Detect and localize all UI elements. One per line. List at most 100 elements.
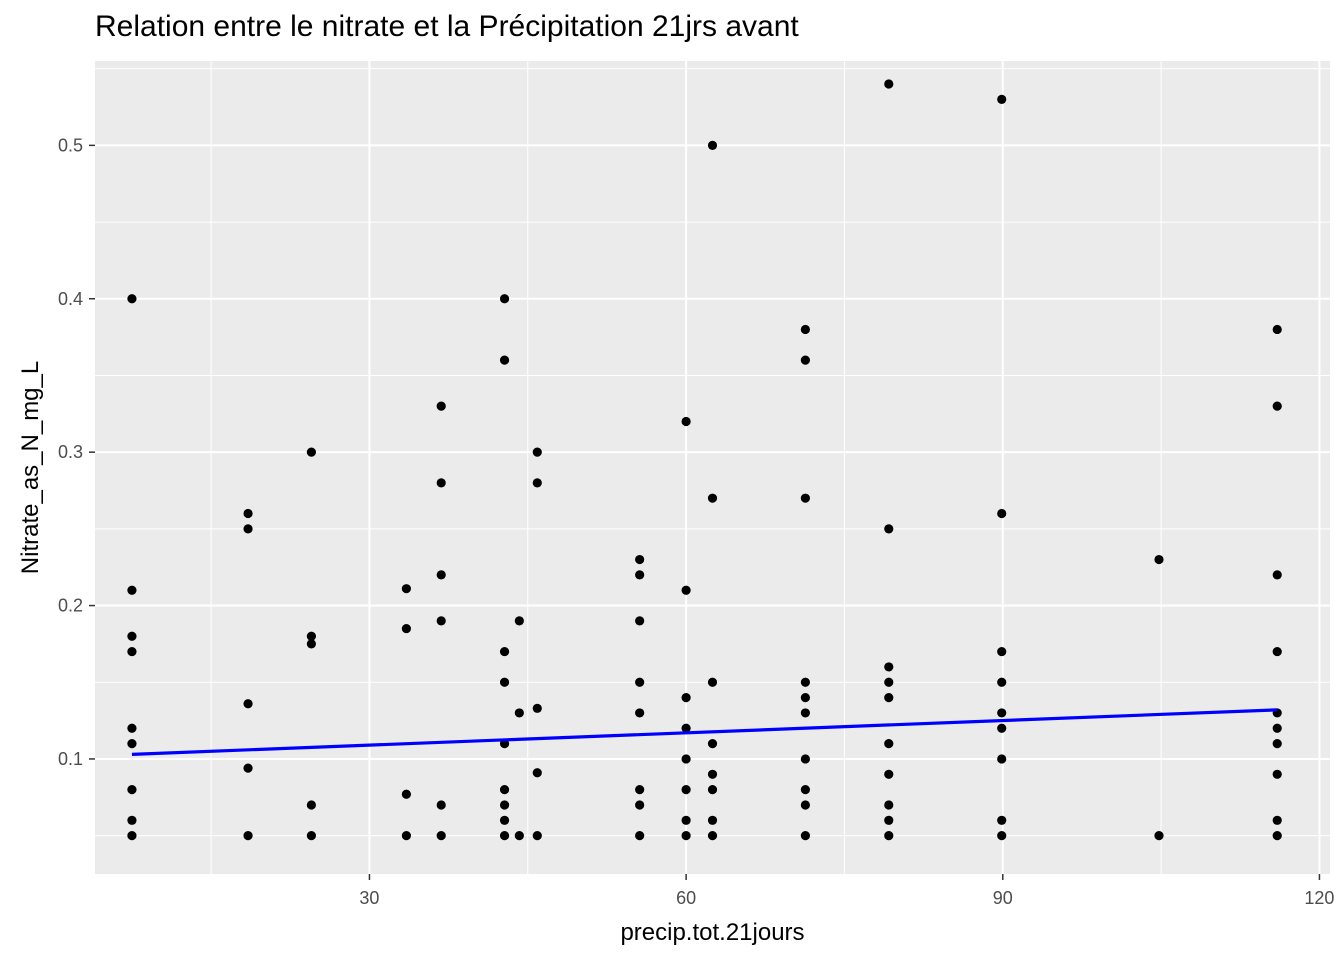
- data-point: [884, 815, 894, 825]
- data-point: [514, 831, 524, 841]
- data-point: [127, 831, 137, 841]
- data-point: [1272, 769, 1282, 779]
- data-point: [499, 800, 510, 810]
- data-point: [681, 416, 691, 427]
- data-point: [997, 677, 1007, 687]
- x-tick-label: 120: [1304, 888, 1334, 908]
- data-point: [997, 815, 1007, 825]
- data-point: [499, 646, 510, 657]
- data-point: [707, 769, 718, 779]
- data-point: [1272, 723, 1282, 733]
- x-axis: 30 60 90 120: [359, 874, 1334, 908]
- data-point: [635, 616, 645, 626]
- data-point: [243, 699, 253, 709]
- data-point: [681, 754, 691, 764]
- data-point: [243, 763, 253, 773]
- data-point: [997, 831, 1007, 841]
- data-point: [681, 723, 691, 733]
- data-point: [707, 677, 718, 687]
- data-point: [532, 768, 542, 778]
- data-point: [127, 785, 137, 795]
- data-point: [1272, 401, 1282, 411]
- data-point: [681, 785, 691, 795]
- data-point: [499, 677, 510, 687]
- y-tick-label: 0.4: [58, 289, 83, 309]
- data-point: [127, 585, 137, 595]
- data-point: [884, 692, 894, 703]
- data-point: [127, 723, 137, 733]
- data-point: [1272, 815, 1282, 825]
- y-tick-label: 0.5: [58, 135, 83, 155]
- data-point: [707, 739, 718, 749]
- data-point: [884, 79, 894, 89]
- y-axis: 0.1 0.2 0.3 0.4 0.5: [58, 135, 95, 769]
- data-point: [635, 831, 645, 841]
- data-point: [436, 831, 446, 841]
- data-point: [800, 493, 810, 503]
- data-point: [243, 831, 253, 841]
- data-point: [707, 785, 718, 795]
- chart-title: Relation entre le nitrate et la Précipit…: [95, 10, 799, 43]
- data-point: [997, 508, 1007, 519]
- data-point: [1272, 324, 1282, 335]
- data-point: [800, 785, 810, 795]
- data-point: [306, 800, 316, 810]
- data-point: [499, 831, 510, 841]
- data-point: [499, 294, 510, 304]
- data-point: [1154, 554, 1164, 565]
- y-tick-label: 0.3: [58, 442, 83, 462]
- data-point: [997, 646, 1007, 657]
- data-point: [499, 815, 510, 825]
- data-point: [997, 723, 1007, 733]
- data-point: [401, 584, 411, 594]
- data-point: [635, 570, 645, 580]
- data-point: [884, 677, 894, 687]
- data-point: [1272, 831, 1282, 841]
- data-point: [1272, 646, 1282, 657]
- data-point: [436, 401, 446, 411]
- data-point: [681, 585, 691, 595]
- data-point: [306, 831, 316, 841]
- data-point: [127, 646, 137, 657]
- data-point: [1272, 570, 1282, 580]
- data-point: [681, 815, 691, 825]
- data-point: [884, 524, 894, 534]
- data-point: [707, 493, 718, 503]
- data-point: [532, 478, 542, 488]
- data-point: [635, 800, 645, 810]
- data-point: [681, 692, 691, 703]
- data-point: [401, 831, 411, 841]
- x-axis-title: precip.tot.21jours: [620, 919, 804, 946]
- y-tick-label: 0.1: [58, 749, 83, 769]
- data-point: [436, 800, 446, 810]
- data-point: [127, 631, 137, 641]
- data-point: [306, 631, 316, 641]
- data-point: [127, 294, 137, 304]
- data-point: [800, 324, 810, 335]
- data-point: [800, 692, 810, 703]
- data-point: [800, 754, 810, 764]
- data-point: [306, 639, 316, 649]
- data-point: [800, 677, 810, 687]
- data-point: [635, 677, 645, 687]
- data-point: [884, 769, 894, 779]
- data-point: [436, 616, 446, 626]
- data-point: [635, 708, 645, 718]
- data-point: [1272, 739, 1282, 749]
- data-point: [800, 800, 810, 810]
- y-tick-label: 0.2: [58, 596, 83, 616]
- x-tick-label: 90: [993, 888, 1013, 908]
- data-point: [800, 355, 810, 365]
- data-point: [884, 800, 894, 810]
- data-point: [707, 831, 718, 841]
- trend-line: [131, 708, 1278, 756]
- data-point: [499, 355, 510, 365]
- data-point: [243, 508, 253, 519]
- data-point: [997, 94, 1007, 104]
- y-axis-title: Nitrate_as_N_mg_L: [17, 361, 44, 574]
- data-point: [707, 140, 718, 150]
- data-point: [514, 616, 524, 626]
- data-point: [800, 831, 810, 841]
- data-point: [127, 739, 137, 749]
- data-point: [635, 785, 645, 795]
